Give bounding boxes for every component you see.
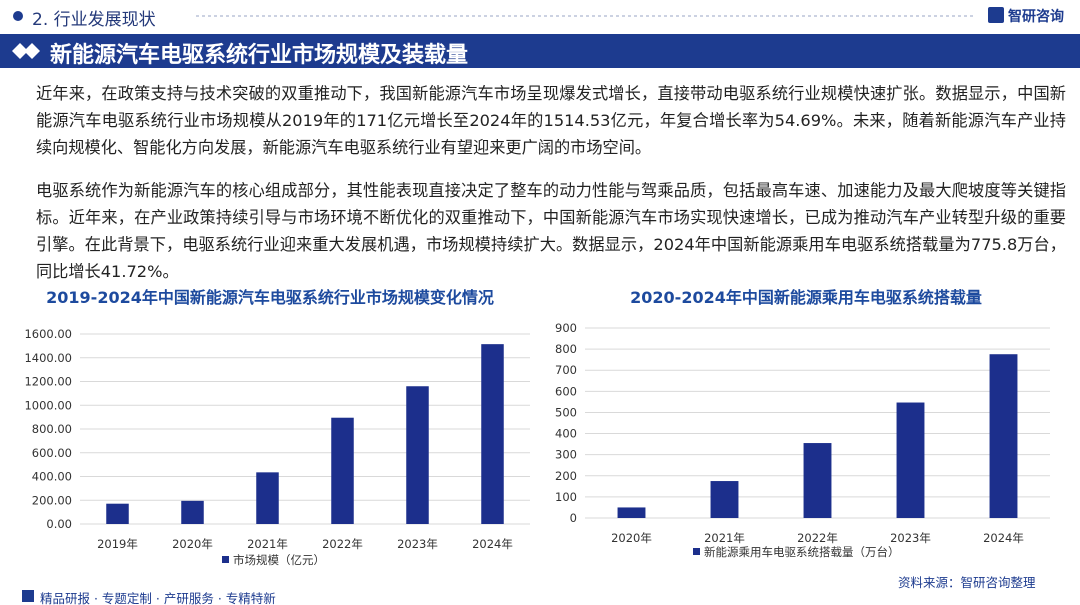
y-tick-label: 0.00 (46, 517, 72, 531)
y-tick-label: 200.00 (32, 493, 72, 507)
footer-icon (22, 590, 34, 602)
y-tick-label: 900 (555, 321, 577, 335)
x-tick-label: 2021年 (704, 531, 745, 545)
y-tick-label: 600.00 (32, 446, 72, 460)
paragraph: 电驱系统作为新能源汽车的核心组成部分，其性能表现直接决定了整车的动力性能与驾乘品… (36, 181, 1066, 281)
bar (331, 417, 354, 524)
x-tick-label: 2022年 (797, 531, 838, 545)
x-tick-label: 2024年 (472, 537, 513, 551)
logo-icon (988, 7, 1004, 23)
legend-swatch (222, 556, 229, 563)
y-tick-label: 800.00 (32, 422, 72, 436)
bar (710, 481, 739, 518)
bullet (13, 11, 23, 21)
bar (256, 472, 279, 524)
bar (989, 354, 1018, 518)
x-tick-label: 2024年 (983, 531, 1024, 545)
bar (617, 507, 646, 518)
x-tick-label: 2019年 (97, 537, 138, 551)
x-tick-label: 2023年 (890, 531, 931, 545)
banner-icon (12, 43, 40, 59)
bar (896, 402, 925, 518)
banner-title: 新能源汽车电驱系统行业市场规模及装载量 (50, 43, 469, 68)
y-tick-label: 1400.00 (24, 351, 72, 365)
x-tick-label: 2022年 (322, 537, 363, 551)
bar (181, 500, 204, 524)
header-graphics (0, 7, 1080, 68)
y-tick-label: 200 (555, 469, 577, 483)
y-tick-label: 400 (555, 427, 577, 441)
y-tick-label: 1200.00 (24, 375, 72, 389)
banner (0, 34, 1080, 68)
y-tick-label: 1600.00 (24, 327, 72, 341)
legend-label: 新能源乘用车电驱系统搭载量（万台） (704, 545, 900, 559)
section-title: 2. 行业发展现状 (32, 10, 156, 30)
logo: 智研咨询 (1008, 9, 1064, 25)
footer-services: 精品研报 · 专题定制 · 产研服务 · 专精特新 (40, 591, 276, 605)
x-tick-label: 2021年 (247, 537, 288, 551)
paragraph: 近年来，在政策支持与技术突破的双重推动下，我国新能源汽车市场呈现爆发式增长，直接… (36, 84, 1066, 157)
source: 资料来源：智研咨询整理 (898, 575, 1036, 590)
chart-title: 2019-2024年中国新能源汽车电驱系统行业市场规模变化情况 (46, 288, 494, 307)
chart-title: 2020-2024年中国新能源乘用车电驱系统搭载量 (630, 288, 982, 307)
y-tick-label: 800 (555, 342, 577, 356)
y-tick-label: 0 (570, 511, 577, 525)
bar (481, 344, 504, 524)
bar (406, 386, 429, 524)
x-tick-label: 2020年 (172, 537, 213, 551)
bar (803, 443, 832, 518)
legend-label: 市场规模（亿元） (233, 553, 325, 567)
y-tick-label: 600 (555, 384, 577, 398)
y-tick-label: 1000.00 (24, 398, 72, 412)
x-tick-label: 2023年 (397, 537, 438, 551)
y-tick-label: 300 (555, 448, 577, 462)
x-tick-label: 2020年 (611, 531, 652, 545)
legend-swatch (693, 548, 700, 555)
y-tick-label: 500 (555, 405, 577, 419)
y-tick-label: 700 (555, 363, 577, 377)
y-tick-label: 400.00 (32, 470, 72, 484)
y-tick-label: 100 (555, 490, 577, 504)
bar (106, 503, 129, 524)
